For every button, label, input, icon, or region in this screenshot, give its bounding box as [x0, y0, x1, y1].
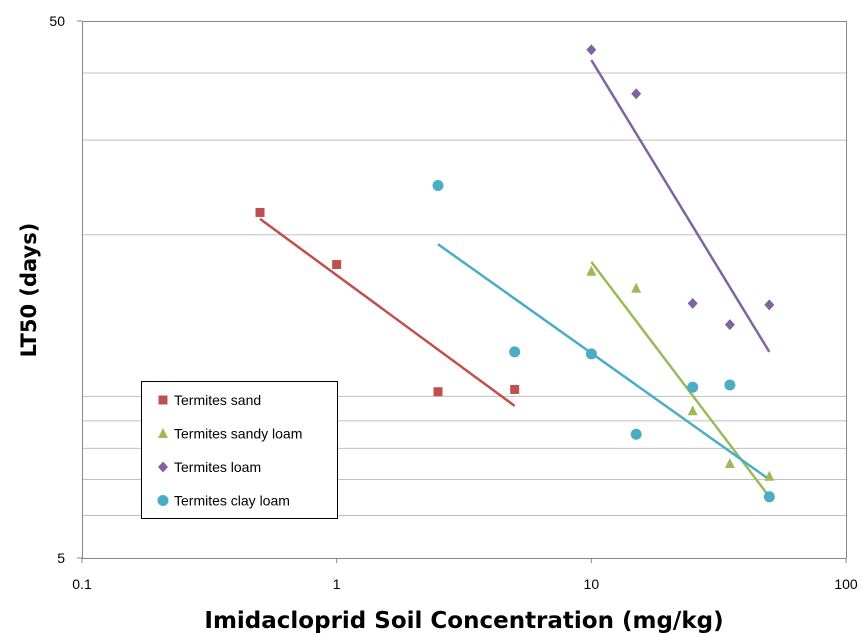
y-axis-title: LT50 (days): [17, 223, 41, 358]
data-point: [724, 319, 735, 331]
legend-label: Termites loam: [174, 459, 261, 475]
legend: Termites sand Termites sandy loam Termites…: [141, 381, 338, 519]
data-point: [630, 428, 642, 440]
data-point: [586, 265, 597, 276]
data-point: [432, 179, 444, 191]
legend-marker: [158, 461, 168, 473]
x-tick-label: 100: [834, 576, 858, 592]
data-point: [687, 405, 698, 416]
x-tick-label: 1: [333, 576, 341, 592]
data-point: [510, 384, 520, 394]
data-points: [255, 44, 775, 503]
data-point: [724, 379, 736, 391]
axes: 0.1 1 10 100 5 50: [49, 13, 857, 592]
data-point: [724, 457, 735, 468]
trendline: [590, 59, 771, 353]
data-point: [764, 470, 775, 481]
data-point: [509, 346, 521, 358]
legend-label: Termites clay loam: [174, 493, 290, 509]
y-tick-label: 5: [57, 550, 65, 566]
data-point: [687, 381, 699, 393]
legend-marker: [158, 395, 168, 405]
data-point: [586, 44, 597, 56]
data-point: [332, 260, 342, 270]
data-point: [763, 491, 775, 503]
legend-marker: [158, 428, 168, 438]
legend-marker: [157, 495, 169, 506]
x-axis-title: Imidacloprid Soil Concentration (mg/kg): [204, 608, 723, 633]
trendlines: [259, 59, 771, 498]
data-point: [764, 299, 775, 311]
data-point: [631, 282, 642, 293]
x-tick-label: 10: [584, 576, 600, 592]
data-point: [687, 297, 698, 309]
plot-area: [82, 21, 847, 559]
legend-box: [141, 381, 338, 519]
data-point: [631, 88, 642, 100]
legend-label: Termites sandy loam: [174, 426, 302, 442]
data-point: [255, 207, 265, 217]
data-point: [585, 348, 597, 360]
legend-label: Termites sand: [174, 392, 261, 408]
x-tick-label: 0.1: [72, 576, 92, 592]
data-point: [433, 387, 443, 397]
trendline: [437, 243, 771, 481]
trendline: [259, 217, 516, 407]
y-tick-label: 50: [49, 13, 65, 29]
